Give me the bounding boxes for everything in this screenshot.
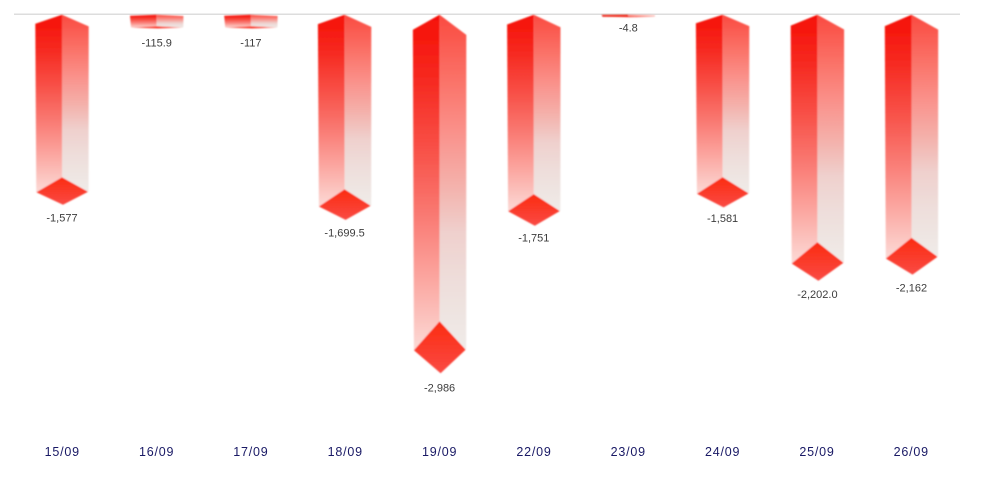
svg-text:15/09: 15/09 <box>45 445 80 459</box>
svg-text:23/09: 23/09 <box>611 445 646 459</box>
svg-text:25/09: 25/09 <box>799 445 834 459</box>
svg-text:-1,577: -1,577 <box>46 213 77 225</box>
svg-text:-2,202.0: -2,202.0 <box>797 289 837 301</box>
svg-text:19/09: 19/09 <box>422 445 457 459</box>
svg-text:24/09: 24/09 <box>705 445 740 459</box>
svg-text:-115.9: -115.9 <box>142 37 172 49</box>
svg-text:-1,751: -1,751 <box>518 232 549 244</box>
svg-text:-4.8: -4.8 <box>619 23 638 35</box>
svg-text:16/09: 16/09 <box>139 445 174 459</box>
svg-text:22/09: 22/09 <box>516 445 551 459</box>
svg-text:-1,581: -1,581 <box>707 213 738 225</box>
svg-text:-2,986: -2,986 <box>424 382 455 394</box>
svg-text:26/09: 26/09 <box>894 445 929 459</box>
svg-text:-1,699.5: -1,699.5 <box>324 227 364 239</box>
svg-text:-2,162: -2,162 <box>896 283 927 295</box>
svg-text:-117: -117 <box>240 37 261 49</box>
svg-text:17/09: 17/09 <box>233 445 268 459</box>
svg-text:18/09: 18/09 <box>328 445 363 459</box>
